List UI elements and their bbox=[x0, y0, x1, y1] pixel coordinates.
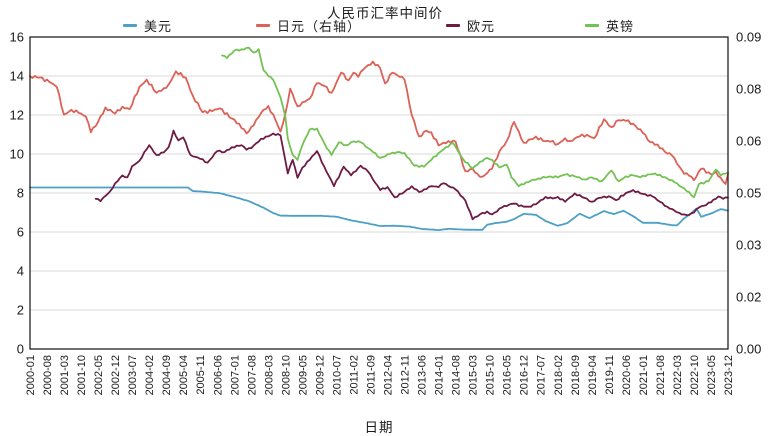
svg-text:2021-01: 2021-01 bbox=[638, 355, 650, 395]
series-line-usd bbox=[29, 186, 729, 231]
svg-text:2009-12: 2009-12 bbox=[314, 355, 326, 395]
svg-text:2012-04: 2012-04 bbox=[383, 355, 395, 395]
svg-text:0.00: 0.00 bbox=[736, 342, 761, 357]
svg-text:0.03: 0.03 bbox=[736, 238, 761, 253]
svg-text:10: 10 bbox=[10, 147, 24, 162]
series-line-gbp bbox=[221, 46, 729, 199]
svg-text:2018-09: 2018-09 bbox=[570, 355, 582, 395]
svg-text:2008-03: 2008-03 bbox=[263, 355, 275, 395]
chart-title: 人民币汇率中间价 bbox=[327, 6, 443, 21]
svg-text:2009-05: 2009-05 bbox=[297, 355, 309, 395]
legend-item-eur: 欧元 bbox=[446, 17, 496, 34]
svg-text:2001-10: 2001-10 bbox=[76, 355, 88, 395]
svg-text:2000-08: 2000-08 bbox=[42, 355, 54, 395]
svg-text:2018-02: 2018-02 bbox=[553, 355, 565, 395]
svg-text:0.05: 0.05 bbox=[736, 186, 761, 201]
svg-text:2: 2 bbox=[17, 303, 24, 318]
svg-text:2007-01: 2007-01 bbox=[229, 355, 241, 395]
svg-text:2016-12: 2016-12 bbox=[519, 355, 531, 395]
svg-text:2013-06: 2013-06 bbox=[417, 355, 429, 395]
svg-text:0.09: 0.09 bbox=[736, 30, 761, 45]
legend-label-eur: 欧元 bbox=[467, 18, 496, 34]
svg-text:2017-07: 2017-07 bbox=[536, 355, 548, 395]
x-axis-labels: 2000-01 2000-08 2001-03 2001-10 2002-05 2002-… bbox=[25, 355, 735, 395]
svg-text:2011-02: 2011-02 bbox=[348, 355, 360, 395]
svg-text:2011-09: 2011-09 bbox=[365, 355, 377, 395]
svg-text:2019-04: 2019-04 bbox=[587, 355, 599, 395]
svg-text:6: 6 bbox=[17, 225, 24, 240]
svg-text:2012-11: 2012-11 bbox=[400, 355, 412, 395]
svg-text:2001-03: 2001-03 bbox=[59, 355, 71, 395]
svg-text:2007-08: 2007-08 bbox=[246, 355, 258, 395]
svg-text:8: 8 bbox=[17, 186, 24, 201]
svg-text:14: 14 bbox=[10, 69, 24, 84]
svg-text:2000-01: 2000-01 bbox=[25, 355, 37, 395]
legend-label-usd: 美元 bbox=[144, 18, 173, 34]
gridlines bbox=[30, 75, 728, 311]
legend-item-usd: 美元 bbox=[123, 17, 173, 34]
svg-text:2005-11: 2005-11 bbox=[195, 355, 207, 395]
series-line-jpy bbox=[29, 60, 729, 185]
svg-text:2002-12: 2002-12 bbox=[110, 355, 122, 395]
svg-text:2003-07: 2003-07 bbox=[127, 355, 139, 395]
series-line-eur bbox=[94, 129, 729, 221]
x-axis-title: 日期 bbox=[364, 420, 394, 435]
svg-text:2023-12: 2023-12 bbox=[723, 355, 735, 395]
jpy-line-marker-icon bbox=[256, 23, 270, 27]
svg-text:2022-10: 2022-10 bbox=[689, 355, 701, 395]
legend-label-gbp: 英镑 bbox=[606, 18, 635, 34]
legend-item-jpy: 日元（右轴） bbox=[256, 17, 362, 34]
right-y-axis-labels: 0.09 0.08 0.06 0.05 0.03 0.02 0.00 bbox=[736, 30, 761, 357]
svg-text:2019-11: 2019-11 bbox=[604, 355, 616, 395]
svg-text:12: 12 bbox=[10, 108, 24, 123]
svg-text:2010-07: 2010-07 bbox=[331, 355, 343, 395]
svg-text:16: 16 bbox=[10, 30, 24, 45]
svg-text:2015-10: 2015-10 bbox=[485, 355, 497, 395]
svg-text:0.08: 0.08 bbox=[736, 82, 761, 97]
svg-text:2004-02: 2004-02 bbox=[144, 355, 156, 395]
svg-text:2008-10: 2008-10 bbox=[280, 355, 292, 395]
svg-text:2002-05: 2002-05 bbox=[93, 355, 105, 395]
svg-text:2015-03: 2015-03 bbox=[468, 355, 480, 395]
legend-label-jpy: 日元（右轴） bbox=[277, 18, 362, 34]
plot-frame bbox=[29, 36, 729, 350]
gbp-line-marker-icon bbox=[585, 23, 599, 27]
eur-line-marker-icon bbox=[446, 23, 460, 27]
svg-text:2021-08: 2021-08 bbox=[655, 355, 667, 395]
svg-text:2023-05: 2023-05 bbox=[706, 355, 718, 395]
svg-text:0: 0 bbox=[17, 342, 24, 357]
svg-text:2006-06: 2006-06 bbox=[212, 355, 224, 395]
svg-text:2014-01: 2014-01 bbox=[434, 355, 446, 395]
svg-text:0.06: 0.06 bbox=[736, 134, 761, 149]
svg-text:2014-08: 2014-08 bbox=[451, 355, 463, 395]
svg-text:0.02: 0.02 bbox=[736, 290, 761, 305]
usd-line-marker-icon bbox=[123, 23, 137, 27]
svg-text:2022-03: 2022-03 bbox=[672, 355, 684, 395]
svg-text:2005-04: 2005-04 bbox=[178, 355, 190, 395]
svg-text:2020-06: 2020-06 bbox=[621, 355, 633, 395]
svg-text:2004-09: 2004-09 bbox=[161, 355, 173, 395]
chart-legend: 美元 日元（右轴） 欧元 英镑 bbox=[0, 17, 770, 34]
svg-text:2016-05: 2016-05 bbox=[502, 355, 514, 395]
left-y-axis-labels: 16 14 12 10 8 6 4 2 0 bbox=[10, 30, 24, 357]
svg-text:4: 4 bbox=[17, 264, 24, 279]
legend-item-gbp: 英镑 bbox=[585, 17, 635, 34]
